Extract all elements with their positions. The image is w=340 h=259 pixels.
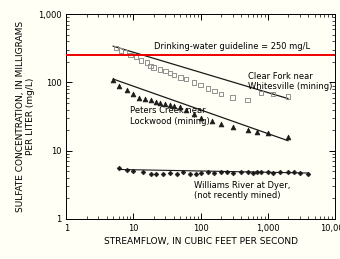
Point [122,51,128,55]
Point [206,86,211,90]
Point [167,71,173,75]
Point [148,98,153,102]
Point [131,169,136,173]
Point [128,53,133,57]
Point [198,116,203,120]
Point [265,170,271,174]
Point [167,171,173,175]
Text: Drinking-water guideline = 250 mg/L: Drinking-water guideline = 250 mg/L [154,42,310,51]
Point [110,77,116,82]
Point [218,121,223,126]
Point [116,83,121,88]
Point [210,119,215,123]
Point [154,100,159,104]
Point [144,61,150,65]
Point [198,83,203,87]
Point [270,171,276,175]
Point [134,55,139,59]
Point [193,172,199,176]
Point [297,171,303,175]
Text: Peters Creek near
Lockwood (mining): Peters Creek near Lockwood (mining) [130,106,210,126]
Point [238,170,244,174]
Point [277,170,282,175]
Point [175,171,180,176]
Point [285,95,291,99]
Y-axis label: SULFATE CONCENTRATION, IN MILLIGRAMS
PER LITER (mg/L): SULFATE CONCENTRATION, IN MILLIGRAMS PER… [16,21,35,212]
Point [218,92,223,96]
Point [255,130,260,134]
Point [116,166,121,170]
Point [270,92,276,96]
Point [136,96,141,100]
Point [285,135,291,139]
Point [181,170,186,175]
Point [163,69,168,73]
Point [148,64,153,68]
Point [211,89,217,93]
Point [157,67,163,71]
Point [285,170,291,174]
Point [131,92,136,96]
Point [124,168,130,172]
Point [140,170,146,175]
Point [230,125,235,129]
Point [183,77,188,81]
Point [230,96,235,100]
Point [187,171,193,176]
Text: Williams River at Dyer,
(not recently mined): Williams River at Dyer, (not recently mi… [194,181,290,200]
Point [250,171,256,175]
Point [191,111,197,116]
Point [305,171,311,176]
Point [230,171,235,175]
Point [245,98,250,102]
Point [124,88,130,92]
Point [218,170,223,175]
Point [171,73,176,77]
Point [161,172,166,176]
Point [151,66,156,70]
X-axis label: STREAMFLOW, IN CUBIC FEET PER SECOND: STREAMFLOW, IN CUBIC FEET PER SECOND [104,237,298,246]
Point [206,170,211,174]
Point [113,46,119,50]
Point [255,170,260,174]
Point [225,170,230,174]
Point [154,172,159,176]
Point [245,170,250,175]
Point [138,58,144,62]
Point [183,107,188,112]
Point [163,102,168,106]
Text: Clear Fork near
Whitesville (mining): Clear Fork near Whitesville (mining) [248,71,332,91]
Point [167,103,173,107]
Point [198,171,203,175]
Point [148,171,153,176]
Point [211,171,217,175]
Point [178,75,183,80]
Point [142,97,148,101]
Point [292,170,297,175]
Point [265,131,271,135]
Point [171,104,176,108]
Point [118,48,124,53]
Point [191,80,197,84]
Point [157,101,163,105]
Point [178,105,183,110]
Point [258,170,264,175]
Point [245,128,250,132]
Point [258,91,264,95]
